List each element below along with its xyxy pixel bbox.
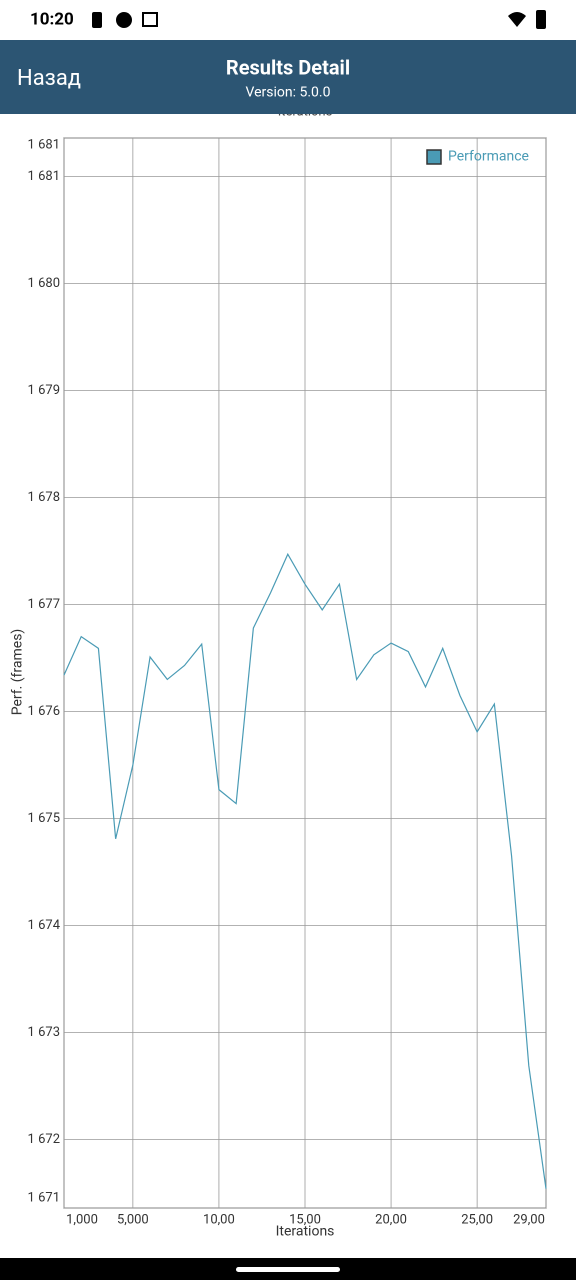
status-bar bbox=[0, 0, 576, 40]
y-tick-label: 1 677 bbox=[28, 597, 60, 612]
status-icon bbox=[92, 12, 102, 28]
x-tick-label: 29,00 bbox=[513, 1212, 545, 1227]
x-tick-label: 1,000 bbox=[66, 1212, 98, 1227]
x-tick-label: 15,00 bbox=[289, 1212, 321, 1227]
legend-swatch bbox=[426, 149, 442, 165]
status-time: 10:20 bbox=[30, 9, 74, 29]
data-line bbox=[63, 552, 547, 1189]
y-axis-title: Perf. (frames) bbox=[10, 629, 26, 716]
y-tick-label: 1 676 bbox=[28, 704, 60, 719]
x-tick-label: 20,00 bbox=[375, 1212, 407, 1227]
y-tick-label: 1 681 bbox=[28, 169, 60, 184]
header-subtitle: Version: 5.0.0 bbox=[246, 85, 331, 101]
y-tick-label: 1 673 bbox=[28, 1025, 60, 1040]
plot: 1 671 1 672 1 673 1 674 1 675 1 676 1 677 1 678… bbox=[28, 137, 547, 1227]
status-icon bbox=[142, 12, 158, 27]
x-tick-label: 10,00 bbox=[203, 1212, 235, 1227]
wifi-icon bbox=[508, 12, 526, 27]
home-indicator[interactable] bbox=[236, 1267, 340, 1272]
x-tick-label: 25,00 bbox=[461, 1212, 493, 1227]
y-tick-label: 1 679 bbox=[28, 383, 60, 398]
y-tick-label: 1 674 bbox=[28, 918, 61, 933]
y-tick-label: 1 678 bbox=[28, 490, 60, 505]
legend-label: Performance bbox=[448, 149, 529, 165]
header-bar bbox=[0, 40, 576, 114]
battery-icon bbox=[536, 10, 546, 29]
y-tick-label: 1 680 bbox=[28, 276, 60, 291]
header-title: Results Detail bbox=[226, 55, 350, 79]
back-button[interactable]: Назад bbox=[17, 66, 81, 91]
status-icon bbox=[116, 12, 132, 28]
x-axis-title: Iterations bbox=[276, 1224, 335, 1240]
y-tick-label: 1 672 bbox=[28, 1132, 60, 1147]
x-tick-label: 5,000 bbox=[117, 1212, 149, 1227]
y-tick-label: 1 681 bbox=[28, 137, 60, 152]
y-tick-label: 1 671 bbox=[28, 1190, 60, 1205]
y-tick-label: 1 675 bbox=[28, 811, 60, 826]
